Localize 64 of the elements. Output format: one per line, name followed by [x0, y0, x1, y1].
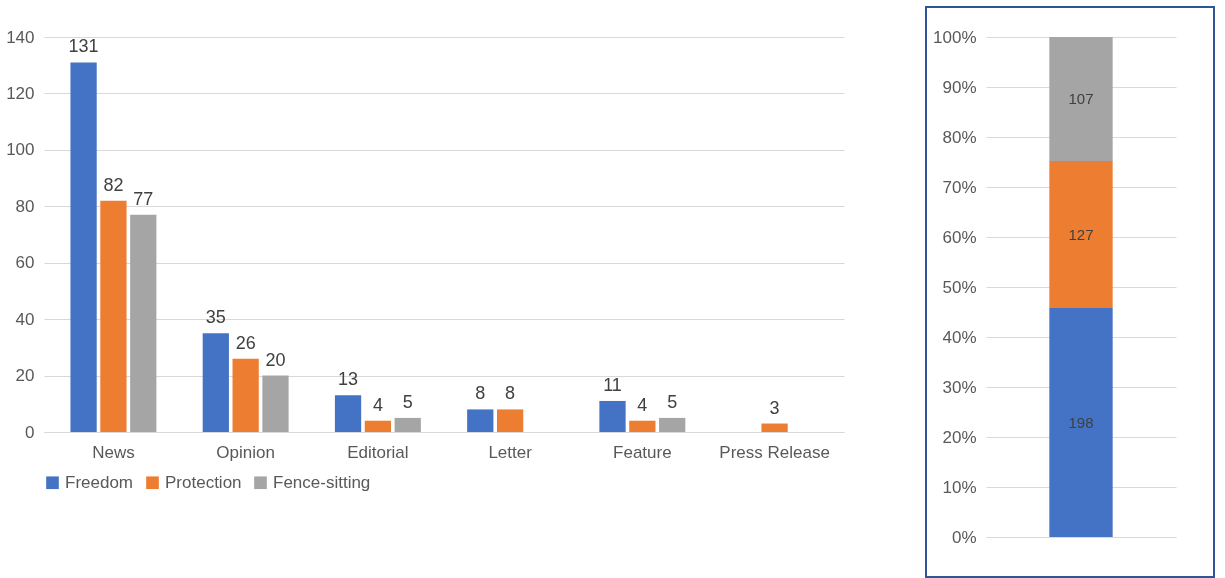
- bar: [659, 417, 686, 432]
- y-tick-label: 80%: [942, 127, 977, 147]
- y-tick-label: 20%: [942, 427, 977, 447]
- data-label: 13: [338, 369, 359, 390]
- x-tick-label: Feature: [613, 442, 672, 462]
- data-label: 5: [402, 391, 413, 412]
- y-tick-label: 120: [6, 83, 35, 103]
- y-tick-label: 100: [6, 140, 35, 160]
- bar: [467, 409, 494, 432]
- y-tick-label: 0%: [951, 527, 977, 547]
- y-tick-label: 20: [15, 366, 35, 386]
- bar: [1049, 161, 1113, 308]
- y-tick-label: 40: [15, 309, 35, 329]
- data-label: 8: [475, 383, 486, 404]
- x-tick-label: Letter: [488, 442, 533, 462]
- y-tick-label: 100%: [933, 27, 977, 47]
- y-tick-label: 40%: [942, 327, 977, 347]
- data-label: 3: [769, 397, 780, 418]
- bar: [364, 420, 392, 432]
- data-label: 77: [133, 188, 154, 209]
- bar: [100, 200, 127, 432]
- data-label: 8: [505, 383, 516, 404]
- bar: [496, 409, 524, 432]
- legend-label: Protection: [165, 472, 242, 492]
- y-tick-label: 10%: [942, 477, 977, 497]
- bar: [262, 375, 289, 432]
- bar: [334, 395, 362, 432]
- data-label: 4: [637, 394, 648, 415]
- y-tick-label: 60: [15, 253, 35, 273]
- x-tick-label: Opinion: [216, 442, 275, 462]
- annotation: 198: [1068, 413, 1094, 431]
- bar: [232, 358, 259, 432]
- data-label: 4: [372, 394, 383, 415]
- y-tick-label: 90%: [942, 77, 977, 97]
- bar: [629, 420, 656, 432]
- data-label: 5: [667, 391, 678, 412]
- y-tick-label: 70%: [942, 177, 977, 197]
- y-tick-label: 50%: [942, 277, 977, 297]
- legend-label: Freedom: [65, 472, 134, 492]
- y-tick-label: 80: [15, 196, 35, 216]
- bar: [761, 423, 788, 432]
- x-tick-label: Press Release: [719, 442, 830, 462]
- bar: [1049, 308, 1113, 537]
- bar: [599, 400, 626, 432]
- y-tick-label: 0: [25, 422, 35, 442]
- x-tick-label: Editorial: [347, 442, 409, 462]
- annotation: 127: [1068, 225, 1094, 243]
- bar: [70, 62, 97, 432]
- bar: [202, 333, 229, 432]
- data-label: 11: [603, 374, 622, 395]
- bar: [130, 214, 157, 432]
- y-tick-label: 60%: [942, 227, 977, 247]
- data-label: 131: [68, 36, 99, 57]
- annotation: 107: [1068, 90, 1094, 107]
- x-tick-label: News: [92, 442, 135, 462]
- data-label: 20: [265, 349, 286, 370]
- y-tick-label: 140: [6, 27, 35, 47]
- data-label: 26: [235, 332, 256, 353]
- bar: [1049, 37, 1113, 161]
- data-label: 82: [103, 174, 124, 195]
- y-tick-label: 30%: [942, 377, 977, 397]
- bar: [394, 417, 421, 432]
- data-label: 35: [205, 307, 226, 328]
- legend-label: Fence-sitting: [273, 472, 371, 492]
